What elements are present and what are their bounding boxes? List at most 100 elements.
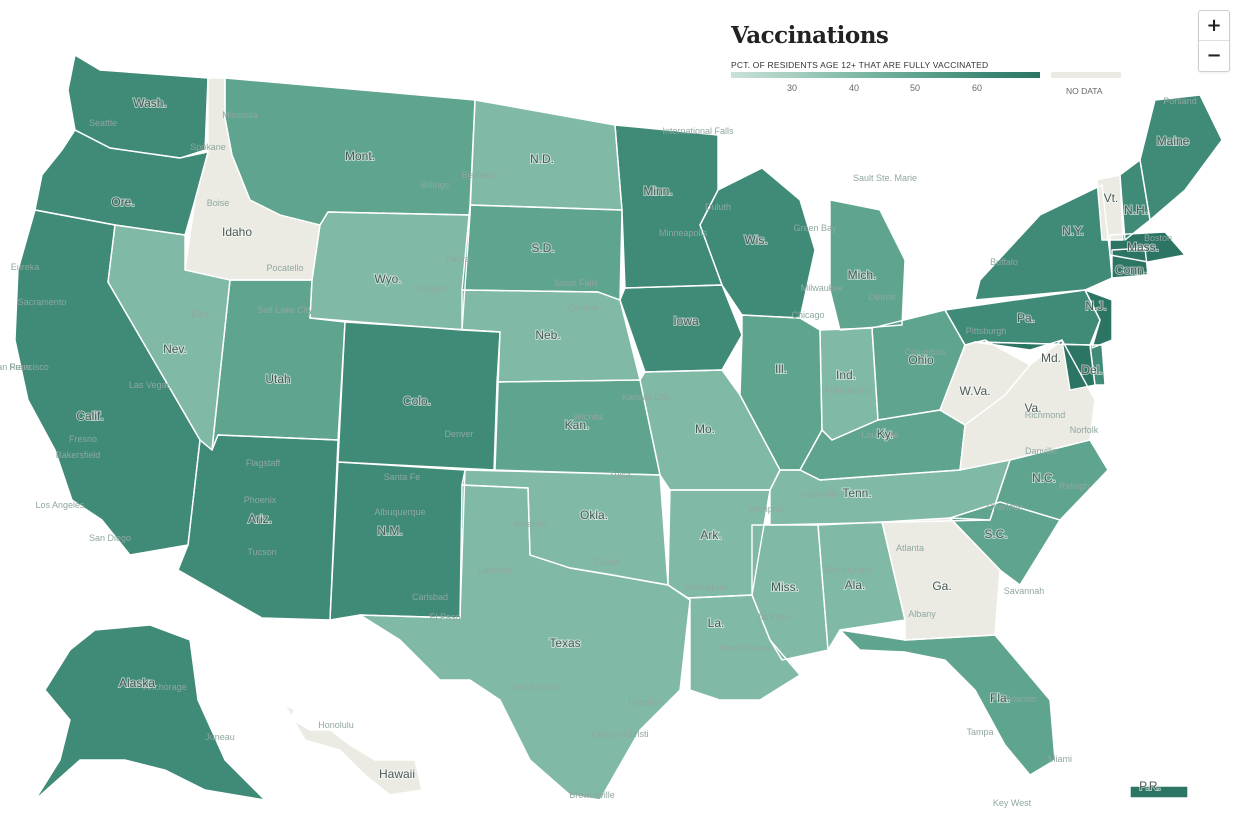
city-label: Carlsbad (412, 592, 448, 602)
state-label-az: Ariz. (248, 512, 272, 526)
state-label-mo: Mo. (695, 422, 715, 436)
city-label: Atlanta (896, 543, 924, 553)
city-label: Charlotte (987, 502, 1024, 512)
state-label-nh: N.H. (1124, 203, 1148, 217)
city-label: Pittsburgh (966, 326, 1007, 336)
city-label: Norfolk (1070, 425, 1099, 435)
zoom-out-button[interactable]: − (1206, 45, 1222, 66)
legend-tick-40: 40 (848, 83, 860, 93)
state-label-vt: Vt. (1104, 191, 1119, 205)
state-label-nj: N.J. (1085, 299, 1106, 313)
state-label-nv: Nev. (163, 342, 187, 356)
legend-gradient (731, 72, 1040, 78)
state-ny[interactable] (975, 185, 1112, 300)
city-label: Lubbock (478, 565, 513, 575)
state-label-co: Colo. (403, 394, 431, 408)
city-label: Memphis (748, 504, 785, 514)
city-label: Chicago (791, 310, 824, 320)
city-label: Fresno (69, 434, 97, 444)
state-label-ak: Alaska (119, 676, 155, 690)
state-label-fl: Fla. (990, 691, 1010, 705)
city-label: Salt Lake City (257, 305, 313, 315)
city-label: Birmingham (824, 565, 872, 575)
legend-no-data-label: NO DATA (1066, 86, 1103, 96)
state-hi[interactable] (285, 705, 422, 795)
state-label-ky: Ky. (877, 427, 893, 441)
state-label-hi: Hawaii (379, 767, 415, 781)
city-label: Pocatello (266, 263, 303, 273)
state-label-md: Md. (1041, 351, 1061, 365)
city-label: Buffalo (990, 257, 1018, 267)
state-mi[interactable] (830, 200, 905, 330)
state-label-va: Va. (1024, 401, 1041, 415)
city-label: Savannah (1004, 586, 1045, 596)
state-label-mi: Mich. (848, 268, 877, 282)
state-label-or: Ore. (111, 195, 134, 209)
state-label-ct: Conn. (1115, 263, 1147, 277)
city-label: Amarillo (514, 519, 547, 529)
state-label-il: Ill. (775, 362, 787, 376)
city-label: Bismarck (461, 170, 499, 180)
state-label-wa: Wash. (133, 96, 167, 110)
state-label-ms: Miss. (771, 580, 799, 594)
city-label: San Antonio (511, 682, 560, 692)
city-label: San Diego (89, 533, 131, 543)
city-label: Flagstaff (246, 458, 281, 468)
city-label: Boise (207, 198, 230, 208)
state-label-id: Idaho (222, 225, 252, 239)
state-label-mt: Mont. (345, 149, 375, 163)
state-label-oh: Ohio (908, 353, 934, 367)
state-label-pa: Pa. (1017, 311, 1035, 325)
city-label: Santa Fe (384, 472, 421, 482)
city-label: Spokane (190, 142, 226, 152)
state-label-nd: N.D. (530, 152, 554, 166)
city-label: Phoenix (244, 495, 277, 505)
state-label-ma: Mass. (1127, 240, 1159, 254)
state-label-mn: Minn. (643, 184, 672, 198)
city-label: Missoula (222, 110, 258, 120)
city-label: Omaha (568, 303, 598, 313)
state-label-ne: Neb. (535, 328, 560, 342)
city-label: Milwaukee (801, 283, 844, 293)
city-label: Kansas City (622, 392, 671, 402)
state-label-sd: S.D. (531, 241, 554, 255)
city-label: Jackson (756, 612, 789, 622)
city-label: Nashville (802, 489, 839, 499)
state-label-ks: Kan. (565, 418, 590, 432)
city-label: Casper (417, 284, 446, 294)
city-label: Sacramento (18, 297, 67, 307)
city-label: Duluth (705, 202, 731, 212)
state-label-de: Del. (1081, 363, 1102, 377)
state-label-la: La. (708, 616, 725, 630)
city-label: Eureka (11, 262, 40, 272)
legend-title: Vaccinations (731, 22, 889, 49)
city-label: Houston (628, 697, 662, 707)
city-label: Billings (421, 180, 450, 190)
legend-tick-30: 30 (786, 83, 798, 93)
legend-color-bar (731, 72, 1040, 78)
state-ia[interactable] (620, 285, 742, 372)
state-wy[interactable] (310, 212, 470, 330)
city-label: New Orleans (719, 643, 772, 653)
state-label-ut: Utah (265, 372, 290, 386)
zoom-controls: + − (1198, 10, 1230, 72)
state-label-ia: Iowa (673, 314, 699, 328)
state-label-wy: Wyo. (374, 272, 401, 286)
legend-subtitle: PCT. OF RESIDENTS AGE 12+ THAT ARE FULLY… (731, 60, 989, 70)
city-label: Danville (1025, 446, 1057, 456)
city-label: Albany (908, 609, 936, 619)
state-label-me: Maine (1157, 134, 1190, 148)
city-label: Tampa (966, 727, 993, 737)
city-label: Portland (1163, 96, 1197, 106)
state-label-wv: W.Va. (959, 384, 990, 398)
state-label-ca: Calif. (76, 409, 103, 423)
city-label: Sioux Falls (554, 278, 599, 288)
city-label: International Falls (662, 126, 734, 136)
state-label-ny: N.Y. (1062, 224, 1084, 238)
zoom-in-button[interactable]: + (1199, 11, 1229, 41)
city-label: Juneau (205, 732, 235, 742)
city-label: Shreveport (683, 582, 728, 592)
state-label-sc: S.C. (984, 527, 1007, 541)
